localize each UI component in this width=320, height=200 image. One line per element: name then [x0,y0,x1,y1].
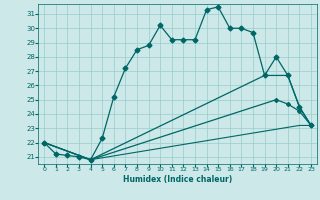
X-axis label: Humidex (Indice chaleur): Humidex (Indice chaleur) [123,175,232,184]
